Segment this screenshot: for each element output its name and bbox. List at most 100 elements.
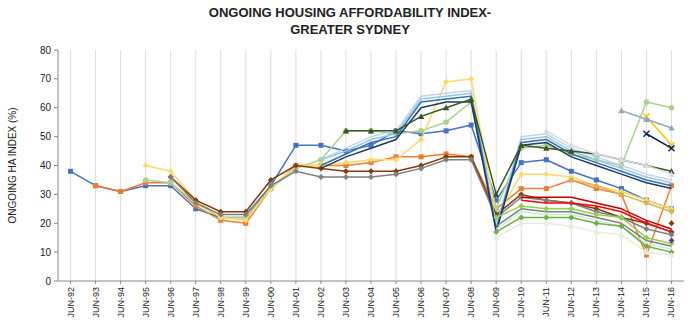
marker xyxy=(293,168,299,174)
series xyxy=(668,220,674,226)
marker xyxy=(393,128,399,134)
y-tick xyxy=(54,78,58,79)
series xyxy=(496,212,671,250)
marker xyxy=(668,171,674,177)
x-grid-line xyxy=(120,50,121,281)
x-grid-line xyxy=(95,50,96,281)
x-tick xyxy=(295,281,296,284)
marker xyxy=(168,174,174,180)
x-tick-label: JUN-96 xyxy=(166,287,176,318)
marker xyxy=(143,177,149,183)
x-tick-label: JUN-03 xyxy=(341,287,351,318)
x-tick xyxy=(471,281,472,284)
series xyxy=(321,96,672,229)
marker xyxy=(544,157,549,162)
marker xyxy=(443,105,449,111)
marker xyxy=(668,238,674,244)
x-tick-label: JUN-93 xyxy=(91,287,101,318)
y-tick-label: 20 xyxy=(40,218,52,229)
marker xyxy=(493,229,499,235)
marker xyxy=(318,143,323,148)
x-tick xyxy=(195,281,196,284)
x-tick-label: JUN-94 xyxy=(116,287,126,318)
x-grid-line xyxy=(195,50,196,281)
y-tick xyxy=(54,252,58,253)
marker xyxy=(668,252,674,258)
y-tick-label: 10 xyxy=(40,247,52,258)
marker xyxy=(668,209,674,215)
marker xyxy=(343,174,349,180)
y-tick xyxy=(54,136,58,137)
series-line xyxy=(321,102,672,232)
series-line xyxy=(546,131,671,174)
x-tick-label: JUN-01 xyxy=(291,287,301,318)
series xyxy=(143,76,675,223)
series-line xyxy=(171,157,672,232)
x-tick xyxy=(145,281,146,284)
series xyxy=(643,131,674,151)
series-line xyxy=(146,79,672,220)
series-line xyxy=(496,212,671,250)
plot-area xyxy=(68,76,675,258)
marker xyxy=(618,232,624,238)
series-line xyxy=(571,180,671,212)
marker xyxy=(118,189,123,194)
marker xyxy=(593,151,599,157)
chart-container: ONGOING HOUSING AFFORDABILITY INDEX-GREA… xyxy=(0,0,700,333)
series xyxy=(343,96,675,197)
marker xyxy=(668,145,674,151)
series xyxy=(568,177,674,215)
series-line xyxy=(171,160,672,235)
marker xyxy=(518,203,524,209)
x-grid-line xyxy=(220,50,221,281)
marker xyxy=(393,171,399,177)
marker xyxy=(643,116,649,122)
y-tick-label: 50 xyxy=(40,131,52,142)
marker xyxy=(368,128,374,134)
x-tick xyxy=(95,281,96,284)
x-tick-label: JUN-06 xyxy=(416,287,426,318)
x-grid-line xyxy=(245,50,246,281)
y-tick-label: 40 xyxy=(40,160,52,171)
marker xyxy=(543,206,549,212)
x-tick xyxy=(596,281,597,284)
series xyxy=(493,220,675,258)
x-tick xyxy=(245,281,246,284)
marker xyxy=(443,119,449,125)
marker xyxy=(493,214,499,220)
marker xyxy=(368,157,374,163)
marker xyxy=(643,200,649,206)
marker xyxy=(168,168,174,174)
marker xyxy=(618,191,624,197)
marker xyxy=(668,232,674,238)
x-grid-line xyxy=(371,50,372,281)
x-grid-line xyxy=(396,50,397,281)
marker xyxy=(143,163,149,169)
marker xyxy=(443,79,449,85)
marker xyxy=(293,143,298,148)
marker xyxy=(569,169,574,174)
marker xyxy=(368,168,374,174)
series-line xyxy=(621,111,671,128)
series-line xyxy=(321,93,672,229)
marker xyxy=(568,214,574,220)
marker xyxy=(568,206,574,212)
marker xyxy=(543,128,549,134)
x-grid-line xyxy=(270,50,271,281)
x-grid-line xyxy=(571,50,572,281)
grid xyxy=(71,50,672,281)
x-tick xyxy=(671,281,672,284)
x-tick-label: JUN-02 xyxy=(316,287,326,318)
marker xyxy=(343,160,349,166)
marker xyxy=(493,191,499,197)
marker xyxy=(218,212,224,218)
x-tick xyxy=(646,281,647,284)
marker xyxy=(593,229,599,235)
marker xyxy=(519,186,524,191)
marker xyxy=(643,243,649,249)
series-line xyxy=(521,200,671,232)
marker xyxy=(543,171,549,177)
marker xyxy=(293,163,299,169)
x-tick xyxy=(70,281,71,284)
marker xyxy=(643,131,649,137)
